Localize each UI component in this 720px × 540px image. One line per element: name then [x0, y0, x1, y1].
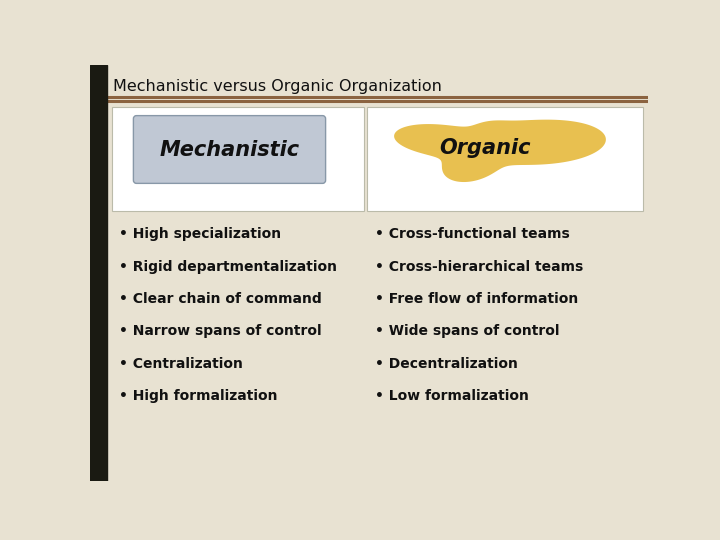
Text: • Rigid departmentalization: • Rigid departmentalization: [120, 260, 338, 274]
FancyBboxPatch shape: [133, 116, 325, 184]
Text: • Centralization: • Centralization: [120, 356, 243, 370]
Text: Organic: Organic: [439, 138, 531, 158]
Text: • Cross-hierarchical teams: • Cross-hierarchical teams: [375, 260, 583, 274]
Text: • Low formalization: • Low formalization: [375, 389, 529, 403]
Text: • High formalization: • High formalization: [120, 389, 278, 403]
Text: • Clear chain of command: • Clear chain of command: [120, 292, 323, 306]
Text: Mechanistic versus Organic Organization: Mechanistic versus Organic Organization: [113, 79, 442, 94]
Polygon shape: [394, 120, 606, 182]
Text: • Free flow of information: • Free flow of information: [375, 292, 578, 306]
Text: Mechanistic: Mechanistic: [159, 139, 300, 159]
Bar: [367, 107, 642, 211]
Bar: [112, 107, 364, 211]
Text: • Narrow spans of control: • Narrow spans of control: [120, 324, 322, 338]
Text: • Wide spans of control: • Wide spans of control: [375, 324, 559, 338]
Text: • High specialization: • High specialization: [120, 227, 282, 241]
Text: • Cross-functional teams: • Cross-functional teams: [375, 227, 570, 241]
Text: • Decentralization: • Decentralization: [375, 356, 518, 370]
Bar: [90, 65, 107, 481]
